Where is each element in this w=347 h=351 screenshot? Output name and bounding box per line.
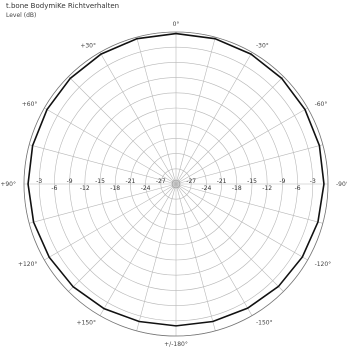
grid-spoke <box>175 37 216 185</box>
center-circle <box>171 179 181 189</box>
chart-title: t.bone BodymiKe Richtverhalten <box>6 2 120 10</box>
grid-spoke <box>175 183 284 292</box>
ring-label-left: -18 <box>110 185 120 192</box>
ring-label-left: -27 <box>156 178 166 185</box>
angle-tick-label: -30° <box>256 42 269 49</box>
grid-spoke <box>29 144 177 185</box>
ring-label-left: -12 <box>80 185 90 192</box>
angle-tick-label: +/-180° <box>164 341 188 348</box>
grid-spoke <box>136 183 177 331</box>
angle-tick-label: +150° <box>77 320 96 327</box>
grid-spoke <box>175 107 308 185</box>
grid-spoke <box>44 183 177 261</box>
ring-label-right: -24 <box>201 185 211 192</box>
ring-label-right: -6 <box>295 185 301 192</box>
angle-tick-label: +60° <box>22 101 38 108</box>
ring-label-left: -24 <box>141 185 151 192</box>
grid-spoke <box>68 76 177 185</box>
ring-label-right: -18 <box>232 185 242 192</box>
grid-spoke <box>175 183 323 224</box>
angle-tick-label: -90° <box>336 181 347 188</box>
angle-tick-label: -150° <box>256 320 273 327</box>
ring-label-right: -9 <box>279 178 285 185</box>
angle-tick-label: +90° <box>0 181 16 188</box>
ring-label-right: -15 <box>247 178 257 185</box>
ring-label-left: -9 <box>67 178 73 185</box>
ring-label-left: -6 <box>51 185 57 192</box>
grid-spoke <box>136 37 177 185</box>
grid-spoke <box>175 76 284 185</box>
angle-tick-label: +30° <box>80 42 96 49</box>
ring-label-left: -21 <box>125 178 135 185</box>
grid-spoke <box>44 107 177 185</box>
outer-ring <box>23 31 329 337</box>
grid-spoke <box>99 52 177 185</box>
ring-label-left: -15 <box>95 178 105 185</box>
ring-label-right: -27 <box>186 178 196 185</box>
angle-tick-label: -120° <box>315 261 332 268</box>
grid-spoke <box>175 183 216 331</box>
ring-label-right: -3 <box>310 178 316 185</box>
grid-spoke <box>29 183 177 224</box>
y-axis-label: Level (dB) <box>6 12 37 19</box>
grid-spoke <box>99 183 177 316</box>
grid-spoke <box>175 144 323 185</box>
ring-label-right: -21 <box>217 178 227 185</box>
ring-label-right: -12 <box>262 185 272 192</box>
angle-tick-label: 0° <box>173 21 180 28</box>
ring-label-left: -3 <box>36 178 42 185</box>
grid-spoke <box>175 52 253 185</box>
angle-tick-label: -60° <box>315 101 328 108</box>
angle-tick-label: +120° <box>18 261 37 268</box>
grid-spoke <box>175 183 253 316</box>
grid-spoke <box>68 183 177 292</box>
grid-spoke <box>175 183 308 261</box>
